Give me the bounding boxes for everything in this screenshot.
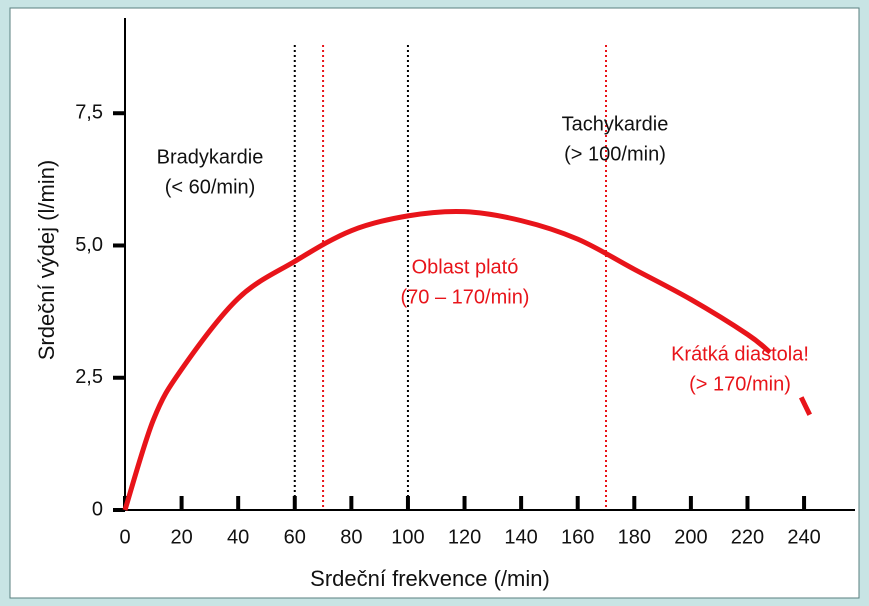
y-tick-label: 2,5 (75, 366, 103, 388)
y-axis-label: Srdeční výdej (l/min) (34, 160, 59, 361)
annotation: Oblast plató (412, 256, 519, 278)
line (122, 208, 812, 511)
x-tick-label: 240 (787, 526, 820, 548)
x-tick-label: 0 (119, 526, 130, 548)
x-tick-label: 100 (391, 526, 424, 548)
annotation: (< 60/min) (165, 176, 256, 198)
x-tick-label: 120 (448, 526, 481, 548)
y-tick-label: 7,5 (75, 102, 103, 124)
x-tick-label: 20 (170, 526, 192, 548)
x-tick-label: 160 (561, 526, 594, 548)
x-tick-label: 180 (618, 526, 651, 548)
x-tick-label: 200 (674, 526, 707, 548)
annotation: Tachykardie (562, 113, 669, 135)
x-axis-label: Srdeční frekvence (/min) (310, 566, 550, 591)
x-tick-label: 60 (284, 526, 306, 548)
y-tick-label: 5,0 (75, 234, 103, 256)
annotation: (> 170/min) (689, 373, 791, 395)
annotation: (> 100/min) (564, 143, 666, 165)
x-tick-label: 220 (731, 526, 764, 548)
frame (9, 7, 860, 599)
x-tick-label: 80 (340, 526, 362, 548)
annotation: Bradykardie (157, 146, 264, 168)
annotation: (70 – 170/min) (401, 286, 530, 308)
annotation: Krátká diastola! (671, 343, 809, 365)
x-tick-label: 40 (227, 526, 249, 548)
x-tick-label: 140 (504, 526, 537, 548)
y-tick-label: 0 (92, 498, 103, 520)
